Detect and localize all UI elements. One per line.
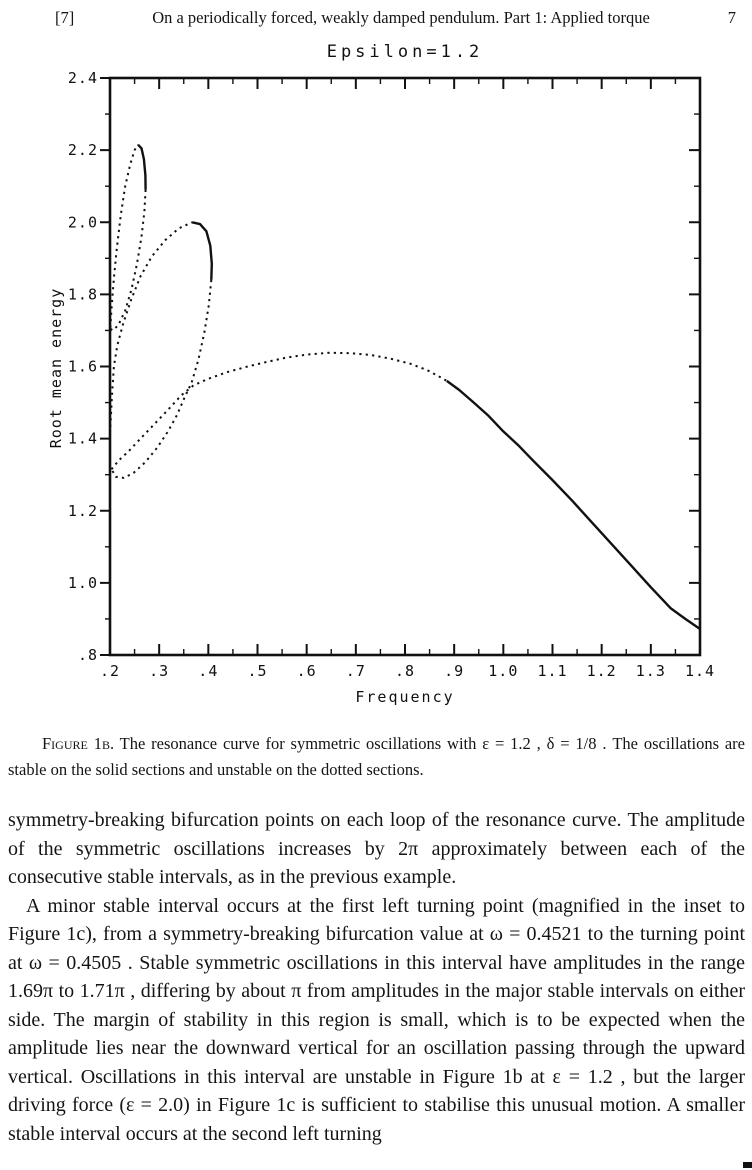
- figure-caption-text: The resonance curve for symmetric oscill…: [8, 734, 745, 779]
- figure-caption-label: Figure 1b.: [42, 734, 115, 753]
- svg-text:.8: .8: [78, 646, 98, 664]
- page-number: 7: [727, 8, 736, 27]
- svg-text:1.6: 1.6: [68, 358, 98, 376]
- scan-artifact: [743, 1162, 752, 1168]
- svg-text:1.0: 1.0: [68, 574, 98, 592]
- svg-text:.9: .9: [444, 662, 464, 680]
- svg-text:1.2: 1.2: [587, 662, 617, 680]
- svg-text:.8: .8: [395, 662, 415, 680]
- svg-text:2.2: 2.2: [68, 141, 98, 159]
- svg-text:.4: .4: [198, 662, 218, 680]
- x-axis-label: Frequency: [355, 688, 455, 706]
- body-text: symmetry-breaking bifurcation points on …: [8, 806, 745, 1148]
- resonance-chart: .2 .3 .4 .5 .6 .7 .8 .9 1.0 1.1 1.2 1.3 1.4 .8 1.0 1.2 1…: [68, 69, 715, 680]
- svg-text:2.0: 2.0: [68, 213, 98, 231]
- y-axis-label: Root mean energy: [47, 287, 65, 449]
- reference-number: [7]: [55, 8, 75, 27]
- chart-title: Epsilon=1.2: [326, 42, 484, 62]
- svg-text:.5: .5: [247, 662, 267, 680]
- svg-text:.6: .6: [297, 662, 317, 680]
- svg-text:1.0: 1.0: [488, 662, 518, 680]
- running-header: [7] On a periodically forced, weakly dam…: [0, 8, 752, 28]
- svg-text:1.8: 1.8: [68, 285, 98, 303]
- running-title: On a periodically forced, weakly damped …: [152, 8, 650, 27]
- svg-text:2.4: 2.4: [68, 69, 98, 87]
- svg-text:1.4: 1.4: [68, 430, 98, 448]
- svg-text:1.2: 1.2: [68, 502, 98, 520]
- figure-caption: Figure 1b. The resonance curve for symme…: [8, 731, 745, 783]
- paragraph-1: symmetry-breaking bifurcation points on …: [8, 809, 745, 888]
- svg-text:1.1: 1.1: [537, 662, 567, 680]
- svg-text:1.3: 1.3: [636, 662, 666, 680]
- svg-text:1.4: 1.4: [685, 662, 715, 680]
- svg-text:.7: .7: [346, 662, 366, 680]
- figure-1b: Epsilon=1.2 .2 .3 .4 .5 .6 .7 .8 .9 1.0 1.1 1.2 1.3…: [47, 42, 715, 706]
- svg-text:.3: .3: [149, 662, 169, 680]
- paragraph-2: A minor stable interval occurs at the fi…: [8, 894, 745, 1145]
- svg-text:.2: .2: [100, 662, 120, 680]
